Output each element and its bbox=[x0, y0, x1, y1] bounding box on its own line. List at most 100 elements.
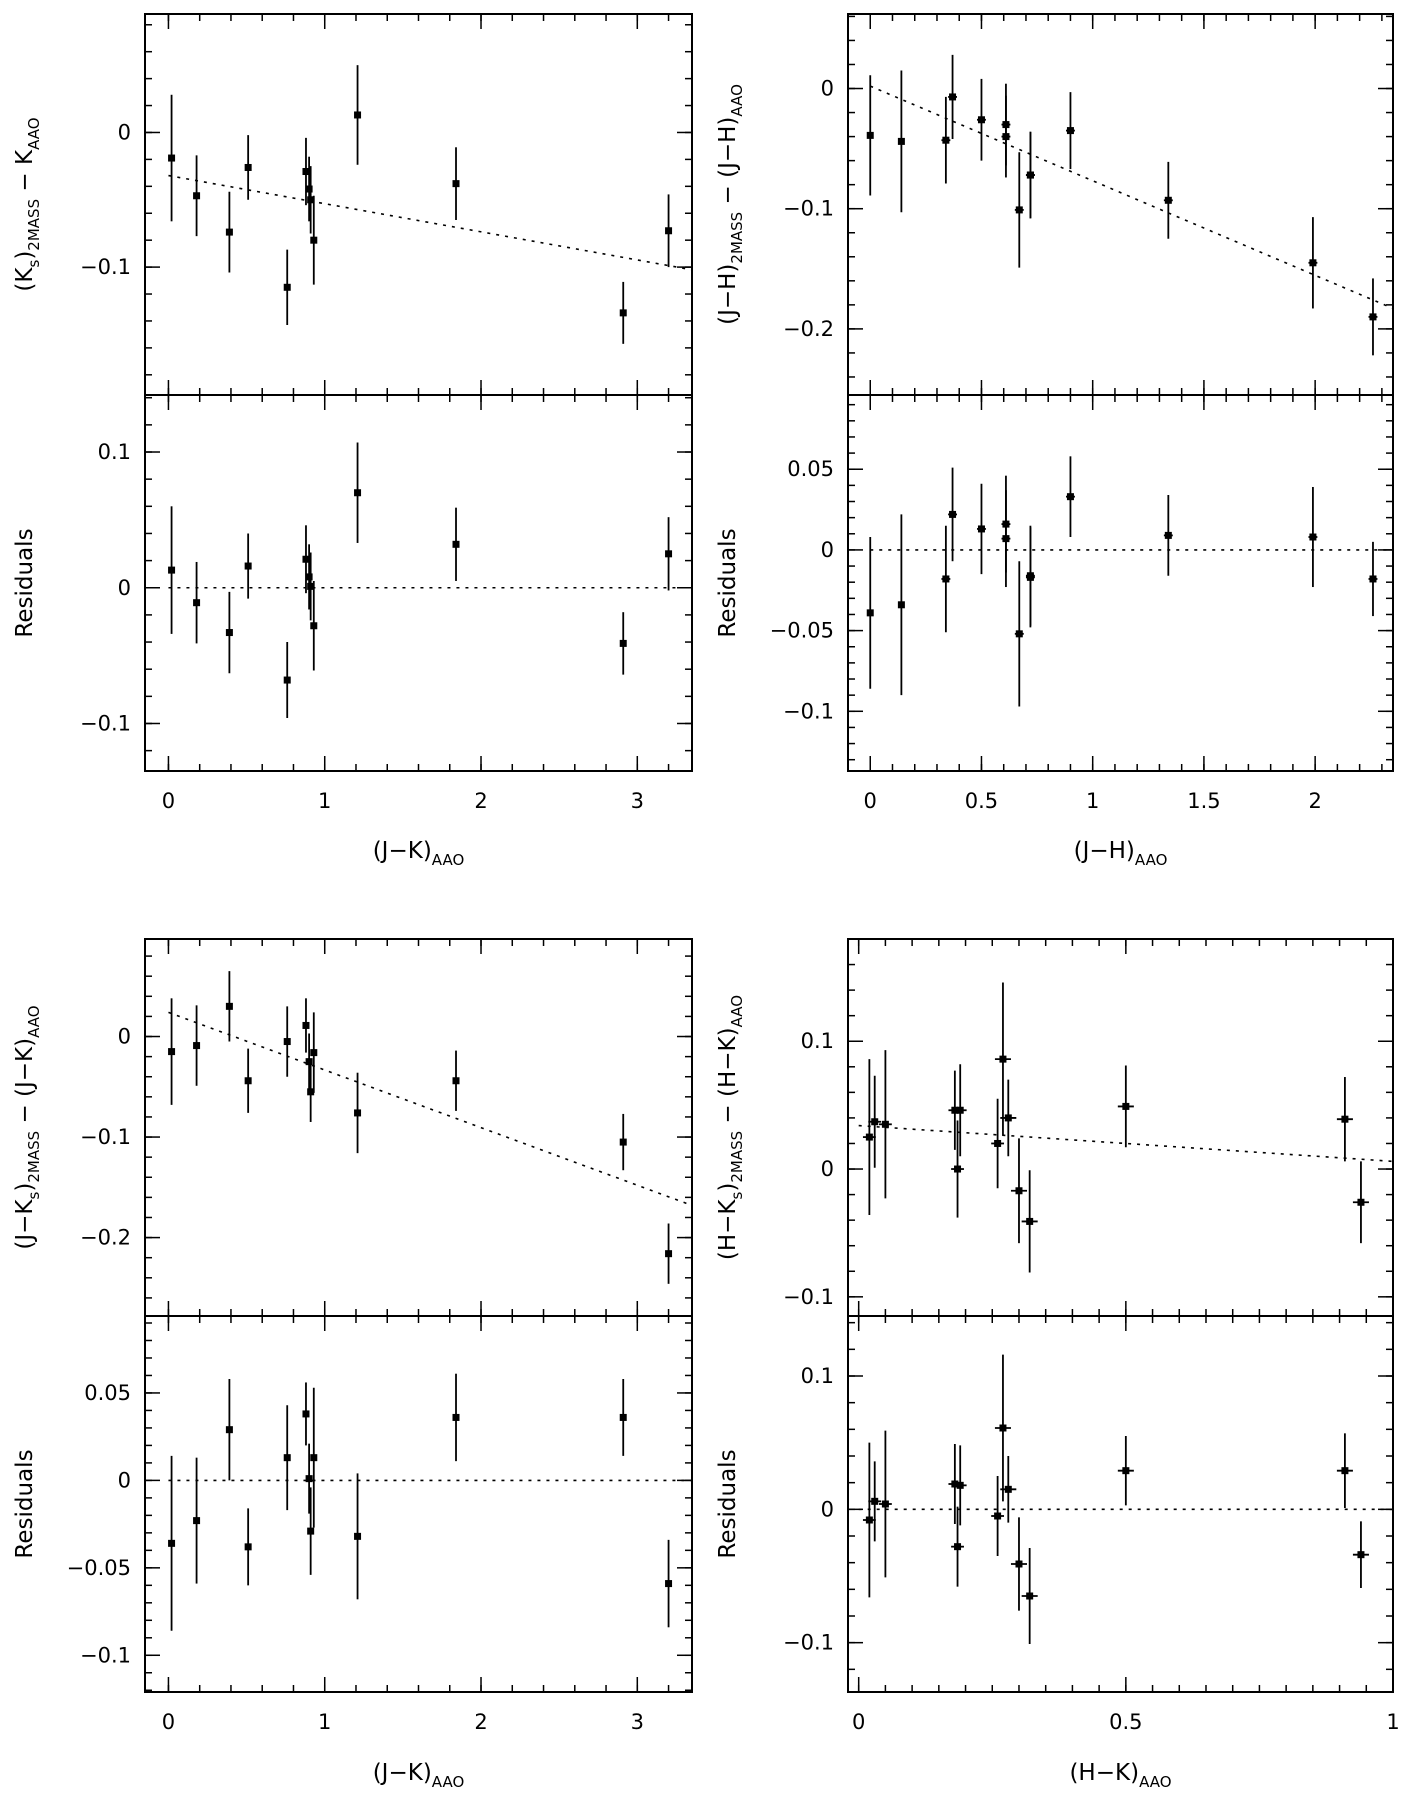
y-label-text: (H−K bbox=[715, 1199, 741, 1261]
point-marker bbox=[452, 540, 460, 548]
point-marker bbox=[1341, 1467, 1349, 1475]
x-axis-label: (H−K)AAO bbox=[1069, 1760, 1171, 1791]
data-point bbox=[225, 191, 233, 273]
point-marker bbox=[1122, 1102, 1130, 1110]
data-point bbox=[354, 65, 362, 165]
point-marker bbox=[452, 1077, 460, 1085]
point-marker bbox=[956, 1481, 964, 1489]
point-marker bbox=[168, 1048, 176, 1056]
point-marker bbox=[994, 1512, 1002, 1520]
x-tick-label: 2 bbox=[474, 789, 487, 813]
data-point bbox=[283, 249, 291, 325]
y-axis-label: Residuals bbox=[12, 528, 38, 637]
plot-frame bbox=[847, 394, 1394, 772]
data-point bbox=[866, 537, 874, 689]
x-label-subscript: AAO bbox=[1139, 1773, 1171, 1791]
x-tick-label: 2 bbox=[474, 1710, 487, 1734]
data-point bbox=[307, 166, 315, 234]
data-point bbox=[619, 1113, 627, 1171]
data-point bbox=[991, 1476, 1005, 1556]
y-label-text: ) bbox=[715, 1183, 741, 1192]
data-point bbox=[310, 1387, 318, 1528]
data-point bbox=[225, 591, 233, 674]
point-marker bbox=[193, 192, 201, 200]
data-point bbox=[305, 544, 313, 610]
data-point bbox=[168, 506, 176, 634]
y-tick-label: −0.1 bbox=[783, 1631, 834, 1655]
fit-line bbox=[869, 85, 1394, 310]
point-marker bbox=[871, 1118, 879, 1126]
y-tick-label: 0 bbox=[118, 1468, 131, 1492]
x-tick-label: 1.5 bbox=[1187, 789, 1220, 813]
data-point bbox=[1163, 495, 1173, 576]
data-point bbox=[193, 1457, 201, 1584]
data-point bbox=[168, 1455, 176, 1631]
data-point bbox=[897, 70, 905, 213]
data-point bbox=[1308, 217, 1318, 309]
point-marker bbox=[619, 309, 627, 317]
data-point bbox=[1021, 1548, 1038, 1644]
panel-jk-jk-top: −0.2 −0.1 0 (J−Ks)2MASS − (J−K)AAO bbox=[12, 938, 693, 1317]
data-point bbox=[878, 1430, 892, 1578]
y-label-text: ) bbox=[12, 251, 38, 260]
chart-jk-jk: −0.2−0.10(J−Ks)2MASS − (J−K)AAO−0.1−0.05… bbox=[12, 938, 693, 1791]
chart-hk-hk: −0.100.1(H−Ks)2MASS − (H−K)AAO−0.100.1Re… bbox=[715, 938, 1400, 1791]
data-point bbox=[310, 580, 318, 671]
y-label-subscript: AAO bbox=[728, 995, 746, 1027]
point-marker bbox=[225, 1426, 233, 1434]
panel-hk-hk-bottom: −0.1 0 0.1 Residuals bbox=[715, 1315, 1394, 1693]
data-point bbox=[1000, 1079, 1017, 1157]
point-marker bbox=[168, 154, 176, 162]
point-marker bbox=[999, 1424, 1007, 1432]
y-label-text: − (J−K) bbox=[12, 1038, 38, 1131]
data-point bbox=[862, 1442, 876, 1598]
data-point bbox=[665, 1539, 673, 1628]
point-marker bbox=[865, 1516, 873, 1524]
y-tick-label: −0.1 bbox=[783, 1285, 834, 1309]
data-point bbox=[665, 517, 673, 591]
data-point bbox=[994, 982, 1011, 1136]
data-point bbox=[193, 155, 201, 237]
x-tick-label: 0 bbox=[162, 789, 175, 813]
point-marker bbox=[1026, 171, 1034, 179]
point-marker bbox=[310, 622, 318, 630]
data-point bbox=[302, 998, 310, 1053]
y-tick-label: 0.1 bbox=[98, 440, 131, 464]
point-marker bbox=[956, 1106, 964, 1114]
data-point bbox=[305, 1033, 313, 1090]
y-tick-label: 0 bbox=[118, 120, 131, 144]
y-axis-label: Residuals bbox=[715, 528, 741, 637]
y-label-subscript: AAO bbox=[25, 1005, 43, 1037]
y-tick-label: 0 bbox=[821, 1157, 834, 1181]
point-marker bbox=[305, 573, 313, 581]
fit-line bbox=[168, 1011, 693, 1207]
point-marker bbox=[283, 1038, 291, 1046]
point-marker bbox=[949, 510, 957, 518]
y-label-text: (J−H) bbox=[715, 264, 741, 325]
x-tick-label: 2 bbox=[1308, 789, 1321, 813]
point-marker bbox=[619, 639, 627, 647]
point-marker bbox=[942, 136, 950, 144]
point-marker bbox=[1357, 1551, 1365, 1559]
data-point bbox=[1010, 1138, 1027, 1244]
point-marker bbox=[225, 1002, 233, 1010]
data-point bbox=[302, 1382, 310, 1446]
y-tick-label: −0.1 bbox=[80, 1125, 131, 1149]
point-marker bbox=[354, 111, 362, 119]
data-point bbox=[619, 1378, 627, 1456]
y-axis-label: (Ks)2MASS − KAAO bbox=[12, 117, 43, 291]
point-marker bbox=[310, 1454, 318, 1462]
x-tick-label: 1 bbox=[318, 1710, 331, 1734]
y-tick-label: 0.1 bbox=[801, 1029, 834, 1053]
y-tick-label: −0.1 bbox=[80, 1643, 131, 1667]
data-point bbox=[866, 75, 874, 196]
point-marker bbox=[949, 93, 957, 101]
point-marker bbox=[354, 1109, 362, 1117]
point-marker bbox=[1004, 1485, 1012, 1493]
point-marker bbox=[354, 489, 362, 497]
x-tick-label: 0.5 bbox=[1109, 1710, 1142, 1734]
plot-frame bbox=[847, 938, 1394, 1317]
point-marker bbox=[999, 1055, 1007, 1063]
y-tick-label: 0 bbox=[821, 538, 834, 562]
y-tick-label: 0 bbox=[118, 576, 131, 600]
